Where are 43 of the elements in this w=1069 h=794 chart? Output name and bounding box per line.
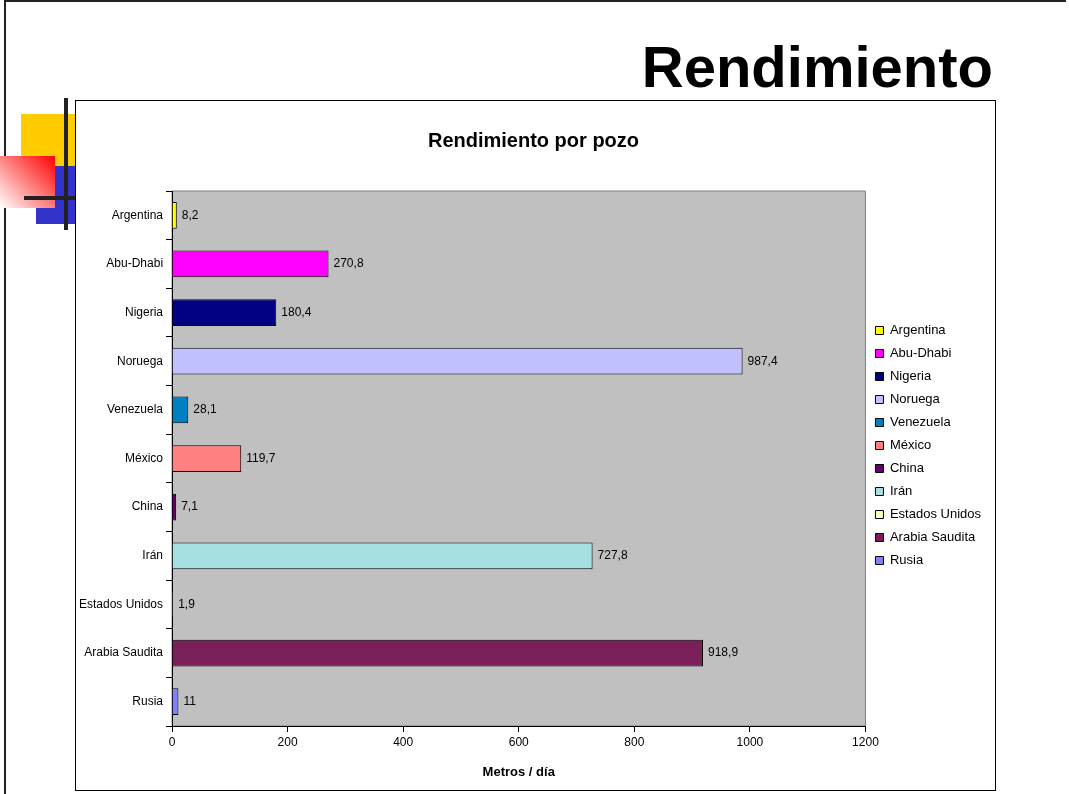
y-tick-label: Venezuela xyxy=(106,402,164,417)
legend-label: Venezuela xyxy=(889,414,952,430)
data-label: 270,8 xyxy=(333,256,364,271)
legend-label: Nigeria xyxy=(889,368,932,384)
y-tick-label: Estados Unidos xyxy=(79,596,164,611)
data-label: 1,9 xyxy=(178,596,196,611)
y-tick-label: Irán xyxy=(142,548,164,563)
x-axis-title: Metros / día xyxy=(482,763,556,779)
legend-label: Rusia xyxy=(889,552,924,568)
legend-label: Abu-Dhabi xyxy=(889,345,952,361)
y-tick-label: Nigeria xyxy=(125,304,164,319)
y-tick-label: Rusia xyxy=(132,693,164,708)
y-tick-label: Noruega xyxy=(117,353,164,368)
data-label: 7,1 xyxy=(181,499,199,514)
y-tick-label: Argentina xyxy=(111,207,164,222)
legend-label: Irán xyxy=(889,483,913,499)
legend-label: México xyxy=(889,437,932,453)
legend-label: Argentina xyxy=(889,322,947,338)
y-tick-label: Arabia Saudita xyxy=(84,645,164,660)
legend-label: Estados Unidos xyxy=(889,506,982,522)
chart-subtitle: Rendimiento por pozo xyxy=(427,128,640,151)
legend-label: Arabia Saudita xyxy=(889,529,976,545)
data-label: 918,9 xyxy=(708,645,739,660)
data-label: 987,4 xyxy=(747,353,778,368)
data-label: 11 xyxy=(183,693,197,708)
y-tick-label: Abu-Dhabi xyxy=(106,256,164,271)
data-label: 119,7 xyxy=(246,450,276,465)
x-tick-label: 0 xyxy=(168,734,176,749)
data-label: 8,2 xyxy=(181,207,199,222)
data-label: 28,1 xyxy=(193,402,217,417)
x-tick-label: 1000 xyxy=(736,734,764,749)
data-label: 180,4 xyxy=(281,304,312,319)
x-tick-label: 200 xyxy=(277,734,298,749)
x-tick-label: 1200 xyxy=(852,734,880,749)
chart-title: Rendimiento xyxy=(641,34,993,99)
legend-label: China xyxy=(889,460,925,476)
y-tick-label: China xyxy=(131,499,164,514)
y-tick-label: México xyxy=(125,450,164,465)
data-label: 727,8 xyxy=(597,548,628,563)
legend-label: Noruega xyxy=(889,391,941,407)
x-tick-label: 600 xyxy=(508,734,530,749)
x-tick-label: 800 xyxy=(624,734,645,749)
x-tick-label: 400 xyxy=(393,734,414,749)
